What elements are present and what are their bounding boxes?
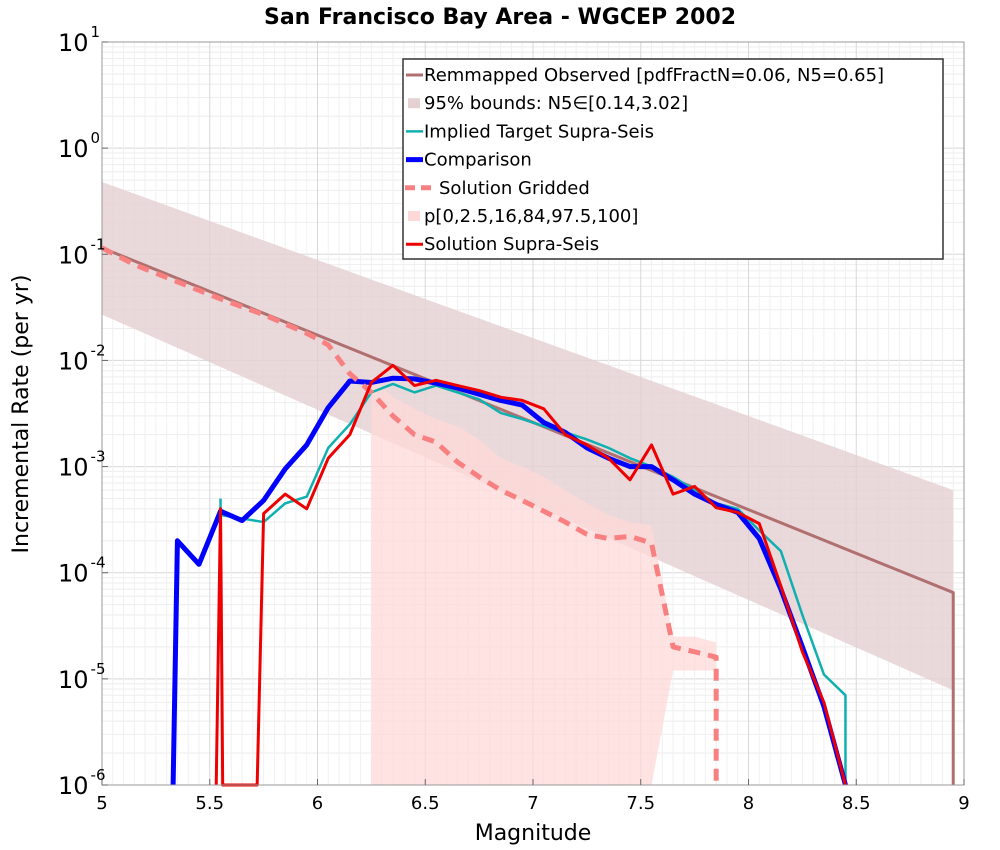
x-tick-label: 7.5 — [626, 793, 655, 814]
target-series-line — [219, 382, 847, 785]
y-tick-label: 10 -3 — [58, 448, 106, 482]
y-tick-label: 10 -1 — [58, 235, 106, 269]
bands — [102, 181, 954, 785]
x-tick-label: 8.5 — [842, 793, 871, 814]
percentile_band-legend-swatch — [408, 211, 420, 221]
percentile_band-legend-label: p[0,2.5,16,84,97.5,100] — [424, 206, 638, 227]
target-legend-label: Implied Target Supra-Seis — [424, 121, 654, 142]
y-tick-label: 10 0 — [58, 129, 100, 163]
x-tick-label: 5.5 — [195, 793, 224, 814]
observed-series-line — [101, 246, 955, 785]
x-tick-label: 8 — [743, 793, 754, 814]
solution-series-line — [214, 363, 847, 787]
y-axis-label: Incremental Rate (per yr) — [9, 275, 34, 554]
observed_bounds-band — [102, 181, 954, 691]
y-tick-label: 10 -5 — [58, 660, 106, 694]
observed_bounds-legend-label: 95% bounds: N5∈[0.14,3.02] — [424, 93, 688, 114]
legend: Remmapped Observed [pdfFractN=0.06, N5=0… — [402, 58, 944, 260]
percentile_band-band — [371, 376, 717, 785]
series-lines — [100, 245, 955, 787]
y-tick-label: 10 -4 — [58, 554, 106, 588]
observed_bounds-legend-swatch — [408, 98, 420, 109]
legend-box — [402, 58, 944, 260]
x-tick-label: 5 — [96, 793, 107, 814]
ticks: 5 5.5 6 6.5 7 7.5 8 8.5 9 10 1 10 0 10 -1 10 -2 10 -3 10 -4 1… — [58, 23, 970, 814]
gridded-series-line — [100, 245, 719, 785]
x-tick-label: 9 — [958, 793, 969, 814]
solution-legend-label: Solution Supra-Seis — [424, 234, 599, 255]
x-axis-label: Magnitude — [475, 821, 592, 846]
x-tick-label: 7 — [527, 793, 538, 814]
chart-title: San Francisco Bay Area - WGCEP 2002 — [264, 5, 736, 30]
x-tick-label: 6.5 — [411, 793, 440, 814]
y-tick-label: 10 -2 — [58, 341, 106, 375]
comparison-legend-label: Comparison — [424, 150, 532, 171]
x-tick-label: 6 — [312, 793, 323, 814]
observed-legend-label: Remmapped Observed [pdfFractN=0.06, N5=0… — [424, 65, 884, 86]
gridded-legend-label: Solution Gridded — [439, 178, 590, 199]
y-tick-label: 10 1 — [58, 23, 100, 57]
y-tick-label: 10 -6 — [58, 766, 106, 800]
